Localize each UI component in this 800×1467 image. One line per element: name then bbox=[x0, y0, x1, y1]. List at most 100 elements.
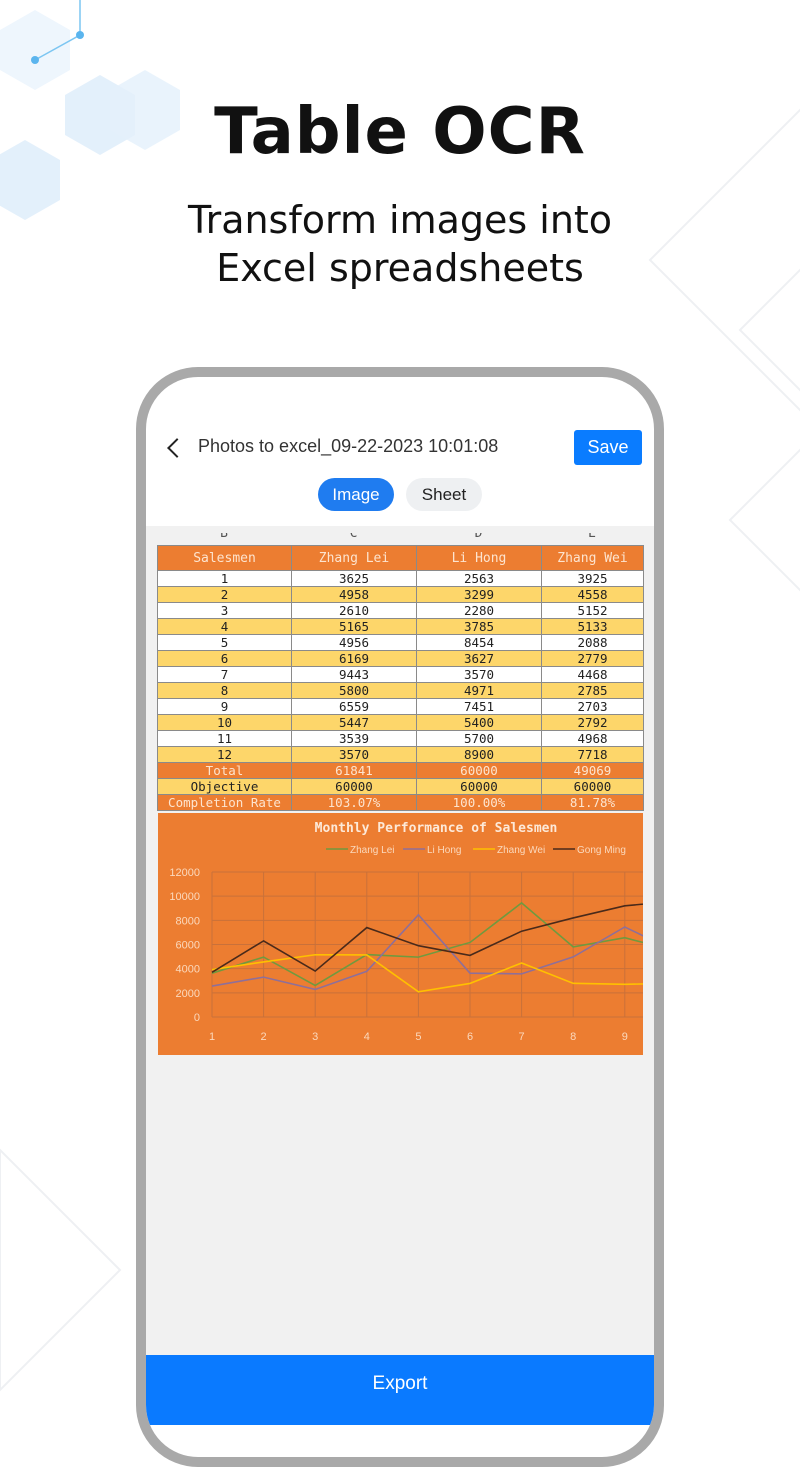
column-header: Zhang Lei bbox=[292, 546, 417, 571]
table-cell: 3925 bbox=[542, 571, 644, 587]
table-cell: 3299 bbox=[417, 587, 542, 603]
legend-label: Zhang Wei bbox=[497, 845, 545, 856]
x-tick-label: 9 bbox=[622, 1031, 628, 1043]
table-cell: 2088 bbox=[542, 635, 644, 651]
promo-title: Table OCR bbox=[0, 95, 800, 169]
x-tick-label: 6 bbox=[467, 1031, 473, 1043]
table-cell: 3625 bbox=[292, 571, 417, 587]
table-cell: 4558 bbox=[542, 587, 644, 603]
table-cell: 5700 bbox=[417, 731, 542, 747]
table-cell: 60000 bbox=[292, 779, 417, 795]
y-tick-label: 6000 bbox=[176, 940, 200, 952]
table-cell: 2 bbox=[158, 587, 292, 603]
table-cell: 2779 bbox=[542, 651, 644, 667]
table-cell: 10 bbox=[158, 715, 292, 731]
subtitle-line-2: Excel spreadsheets bbox=[0, 244, 800, 292]
y-tick-label: 8000 bbox=[176, 915, 200, 927]
tab-image[interactable]: Image bbox=[318, 478, 394, 511]
table-cell: 9443 bbox=[292, 667, 417, 683]
table-cell: 5 bbox=[158, 635, 292, 651]
table-cell: 4971 bbox=[417, 683, 542, 699]
subtitle-line-1: Transform images into bbox=[0, 196, 800, 244]
save-button[interactable]: Save bbox=[574, 430, 642, 465]
export-button[interactable]: Export bbox=[146, 1355, 654, 1425]
legend-label: Gong Ming bbox=[577, 845, 626, 856]
x-tick-label: 4 bbox=[364, 1031, 370, 1043]
table-cell: 4958 bbox=[292, 587, 417, 603]
table-cell: 2785 bbox=[542, 683, 644, 699]
table-cell: Objective bbox=[158, 779, 292, 795]
column-letter: E bbox=[541, 533, 643, 545]
x-tick-label: 2 bbox=[261, 1031, 267, 1043]
legend-label: Zhang Lei bbox=[350, 845, 394, 856]
table-cell: 2703 bbox=[542, 699, 644, 715]
table-cell: 8454 bbox=[417, 635, 542, 651]
legend-label: Li Hong bbox=[427, 845, 461, 856]
promo-subtitle: Transform images into Excel spreadsheets bbox=[0, 196, 800, 292]
table-cell: 5152 bbox=[542, 603, 644, 619]
y-tick-label: 4000 bbox=[176, 964, 200, 976]
table-cell: 7451 bbox=[417, 699, 542, 715]
column-letters: B C D E bbox=[157, 533, 643, 545]
document-title: Photos to excel_09-22-2023 10:01:08 bbox=[198, 436, 498, 457]
x-tick-label: 1 bbox=[209, 1031, 215, 1043]
table-cell: 3785 bbox=[417, 619, 542, 635]
table-cell: 103.07% bbox=[292, 795, 417, 811]
series-line-zhang-wei bbox=[212, 955, 643, 992]
table-cell: 8 bbox=[158, 683, 292, 699]
table-cell: 4468 bbox=[542, 667, 644, 683]
chevron-left-icon[interactable] bbox=[167, 438, 187, 458]
column-header: Li Hong bbox=[417, 546, 542, 571]
y-tick-label: 12000 bbox=[169, 867, 200, 879]
table-cell: 2280 bbox=[417, 603, 542, 619]
table-cell: 61841 bbox=[292, 763, 417, 779]
column-header: Salesmen bbox=[158, 546, 292, 571]
table-cell: 4 bbox=[158, 619, 292, 635]
table-cell: 9 bbox=[158, 699, 292, 715]
table-cell: 7718 bbox=[542, 747, 644, 763]
table-cell: 5800 bbox=[292, 683, 417, 699]
table-cell: 6169 bbox=[292, 651, 417, 667]
x-tick-label: 7 bbox=[519, 1031, 525, 1043]
table-cell: 3 bbox=[158, 603, 292, 619]
phone-frame: Photos to excel_09-22-2023 10:01:08 Save… bbox=[136, 367, 664, 1467]
table-cell: 3627 bbox=[417, 651, 542, 667]
table-cell: 11 bbox=[158, 731, 292, 747]
chart-title: Monthly Performance of Salesmen bbox=[315, 821, 558, 836]
table-cell: 2792 bbox=[542, 715, 644, 731]
table-cell: 6559 bbox=[292, 699, 417, 715]
table-cell: 1 bbox=[158, 571, 292, 587]
table-cell: 8900 bbox=[417, 747, 542, 763]
table-cell: 100.00% bbox=[417, 795, 542, 811]
column-letter: B bbox=[157, 533, 291, 545]
table-cell: 3570 bbox=[292, 747, 417, 763]
column-header: Zhang Wei bbox=[542, 546, 644, 571]
y-tick-label: 0 bbox=[194, 1012, 200, 1024]
table-cell: 60000 bbox=[417, 779, 542, 795]
column-letter: C bbox=[291, 533, 416, 545]
tab-sheet[interactable]: Sheet bbox=[406, 478, 482, 511]
table-cell: 12 bbox=[158, 747, 292, 763]
series-line-li-hong bbox=[212, 915, 643, 990]
table-cell: 81.78% bbox=[542, 795, 644, 811]
x-tick-label: 8 bbox=[570, 1031, 576, 1043]
x-tick-label: 3 bbox=[312, 1031, 318, 1043]
x-tick-label: 5 bbox=[415, 1031, 421, 1043]
table-cell: 2610 bbox=[292, 603, 417, 619]
